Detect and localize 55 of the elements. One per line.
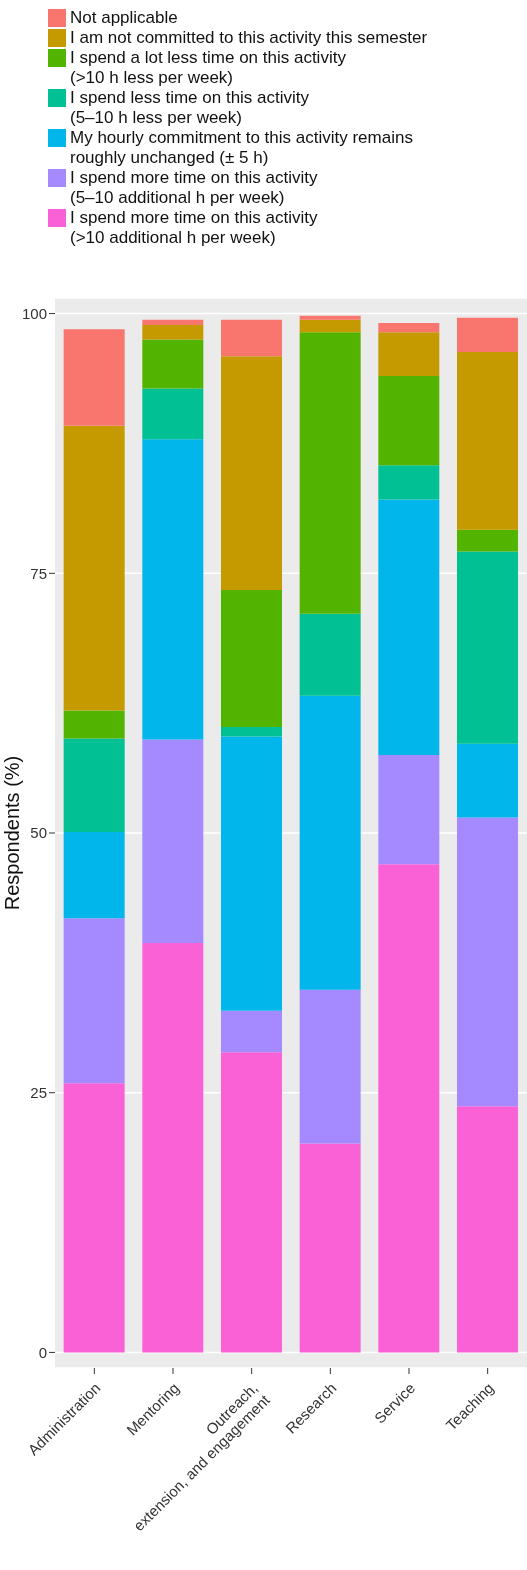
bar bbox=[456, 317, 518, 353]
legend-label: I spend more time on this activity (>10 additional h per week) bbox=[70, 208, 318, 248]
bar bbox=[220, 356, 282, 590]
bar bbox=[378, 755, 440, 865]
y-axis-title: Respondents (%) bbox=[1, 755, 24, 911]
legend-label: I spend less time on this activity (5–10 h less per week) bbox=[70, 88, 310, 128]
bar bbox=[220, 1010, 282, 1053]
bar bbox=[142, 388, 204, 440]
bar bbox=[142, 439, 204, 740]
bar bbox=[456, 551, 518, 744]
bar bbox=[456, 817, 518, 1107]
bar bbox=[299, 319, 361, 333]
bar bbox=[378, 864, 440, 1353]
bar bbox=[63, 831, 125, 919]
bar bbox=[142, 325, 204, 340]
bar bbox=[63, 329, 125, 426]
bar bbox=[299, 989, 361, 1144]
bar bbox=[142, 319, 204, 326]
bar bbox=[142, 943, 204, 1353]
bar bbox=[456, 529, 518, 552]
bar bbox=[299, 332, 361, 614]
bar bbox=[299, 613, 361, 696]
bar bbox=[456, 1106, 518, 1353]
bar bbox=[142, 339, 204, 389]
y-tick-label: 0 bbox=[38, 1343, 47, 1361]
bar bbox=[63, 1083, 125, 1353]
bar bbox=[299, 695, 361, 990]
bar bbox=[378, 465, 440, 500]
legend-label: My hourly commitment to this activity remains roughly unchanged (± 5 h) bbox=[70, 128, 413, 168]
y-tick-label: 75 bbox=[30, 564, 47, 582]
bar bbox=[63, 918, 125, 1084]
y-tick-label: 50 bbox=[30, 824, 47, 842]
bar bbox=[63, 710, 125, 739]
bar bbox=[220, 319, 282, 357]
legend-label: I spend a lot less time on this activity (>10 h less per week) bbox=[70, 48, 346, 88]
bar bbox=[378, 499, 440, 756]
y-tick-label: 25 bbox=[30, 1084, 47, 1102]
bar bbox=[299, 315, 361, 320]
legend-label: I spend more time on this activity (5–10 additional h per week) bbox=[70, 168, 318, 208]
bar bbox=[220, 1052, 282, 1353]
bar bbox=[456, 352, 518, 530]
bar bbox=[63, 425, 125, 711]
legend-label: I am not committed to this activity this semester bbox=[70, 28, 428, 48]
y-tick-label: 100 bbox=[21, 304, 47, 322]
bar bbox=[220, 727, 282, 737]
legend-label: Not applicable bbox=[70, 8, 178, 28]
bar bbox=[63, 738, 125, 832]
bar bbox=[142, 739, 204, 944]
bar bbox=[299, 1143, 361, 1353]
bar bbox=[456, 743, 518, 818]
bar bbox=[220, 736, 282, 1011]
bar bbox=[378, 332, 440, 376]
bar bbox=[378, 375, 440, 466]
bar bbox=[378, 322, 440, 333]
bar bbox=[220, 589, 282, 728]
